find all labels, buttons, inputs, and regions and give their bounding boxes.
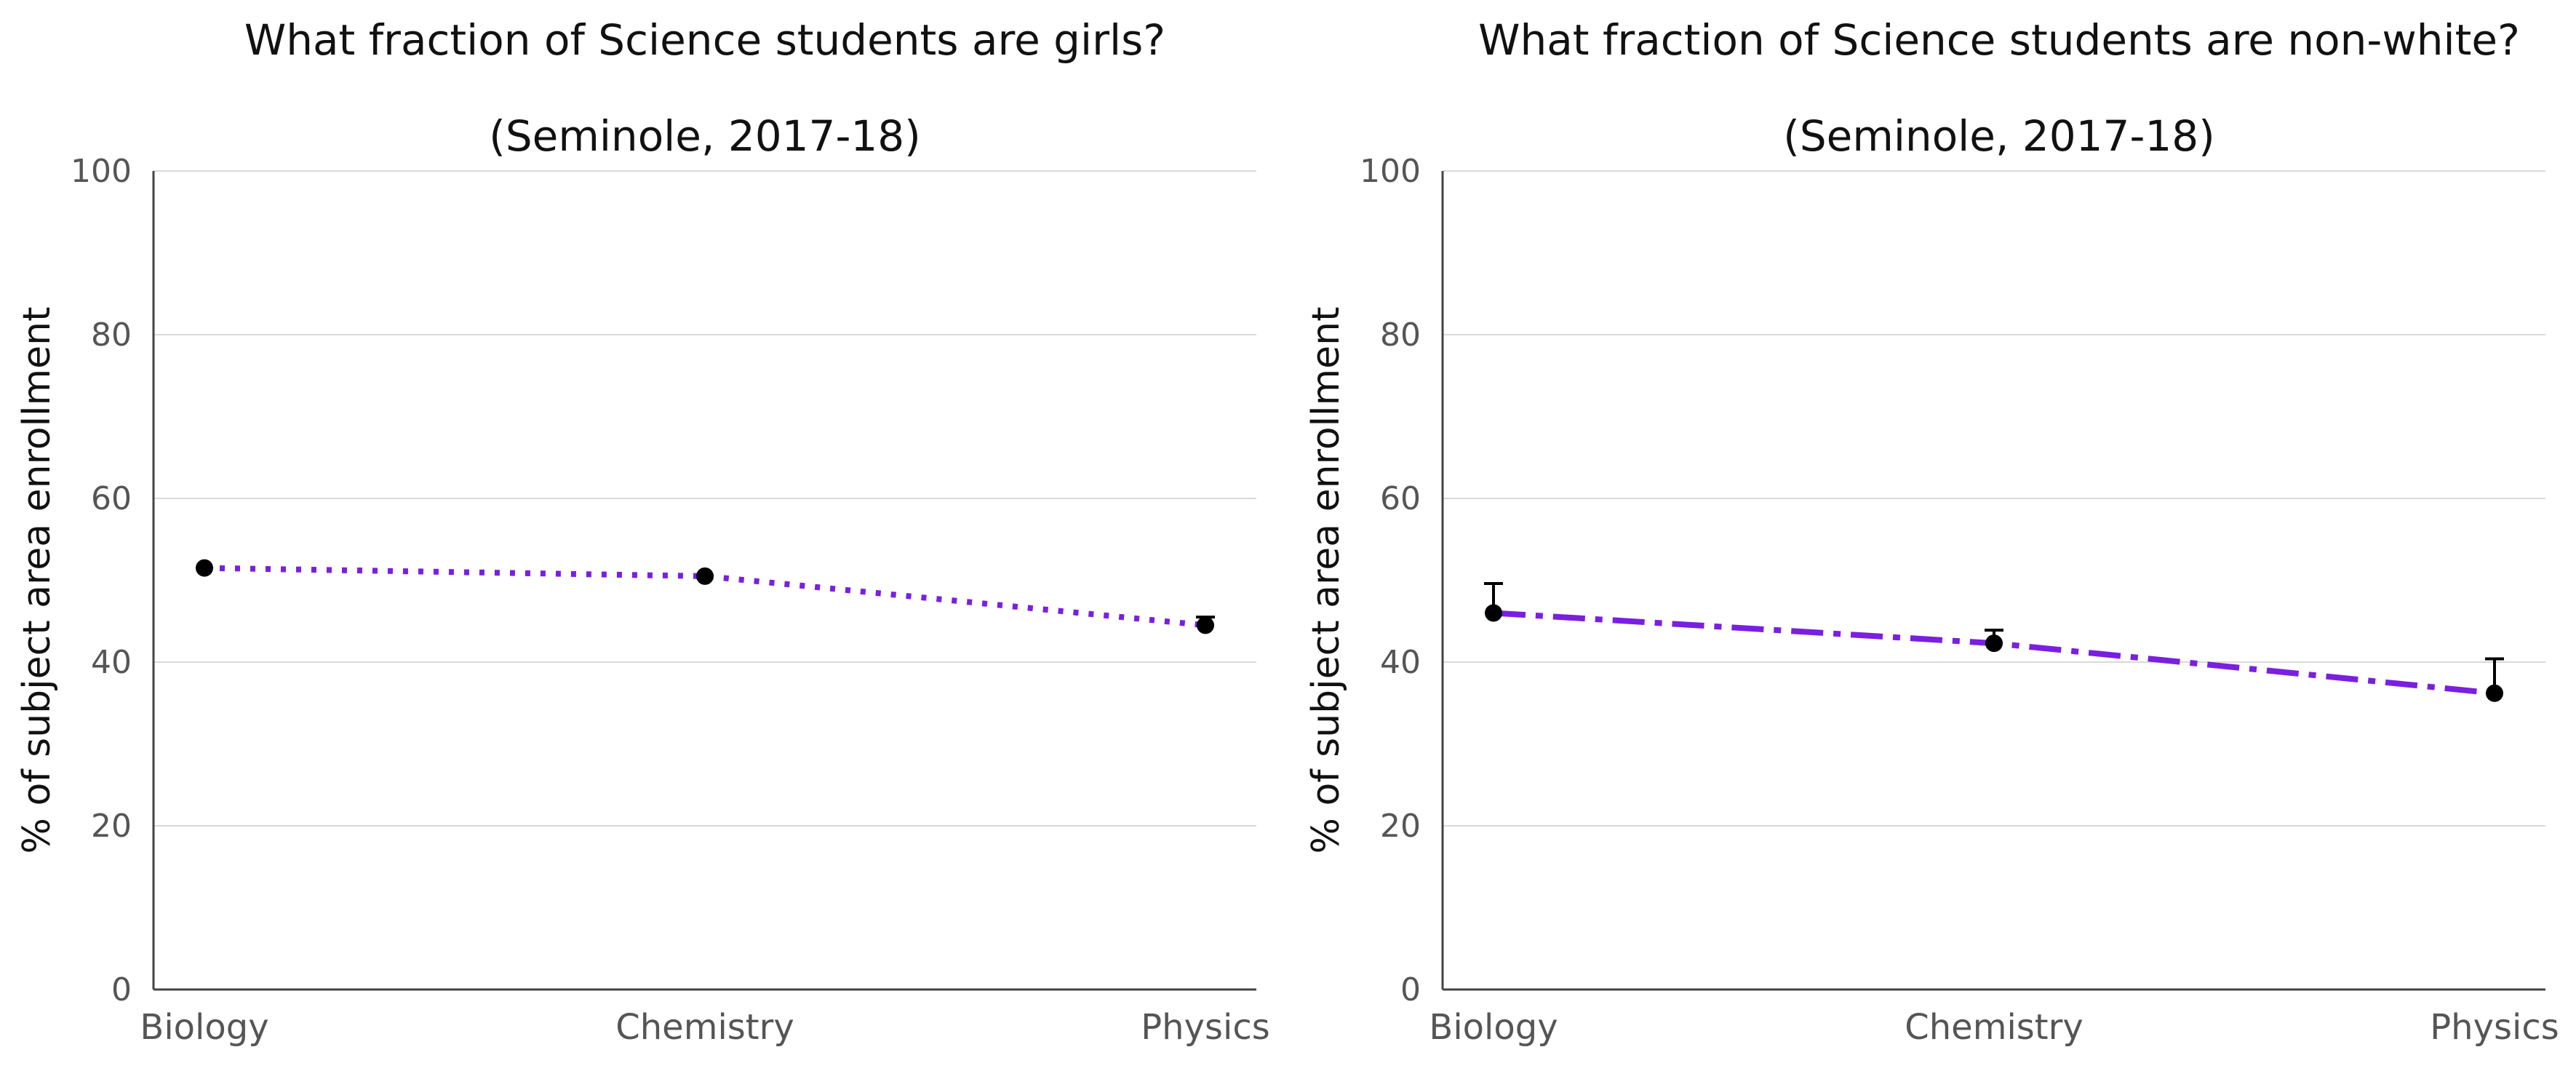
x-tick-label: Biology bbox=[1429, 1007, 1558, 1048]
y-tick-label: 100 bbox=[1360, 153, 1421, 190]
chart-title: What fraction of Science students are gi… bbox=[244, 15, 1165, 65]
x-tick-label: Physics bbox=[2430, 1007, 2559, 1048]
y-tick-label: 0 bbox=[111, 971, 132, 1008]
chart-title: What fraction of Science students are no… bbox=[1478, 15, 2520, 65]
y-tick-label: 60 bbox=[1380, 480, 1421, 517]
y-tick-label: 60 bbox=[91, 480, 132, 517]
series-line bbox=[1493, 610, 2495, 696]
data-point bbox=[2486, 684, 2503, 702]
x-tick-label: Chemistry bbox=[1905, 1007, 2083, 1048]
data-point bbox=[1985, 634, 2003, 653]
y-tick-label: 100 bbox=[71, 153, 132, 190]
data-point bbox=[196, 559, 213, 577]
data-point bbox=[1485, 604, 1502, 622]
x-tick-label: Biology bbox=[140, 1007, 268, 1048]
x-tick-label: Physics bbox=[1141, 1007, 1270, 1048]
data-point bbox=[696, 567, 714, 585]
y-axis-label: % of subject area enrollment bbox=[1304, 307, 1348, 854]
chart-subtitle: (Seminole, 2017-18) bbox=[1783, 111, 2215, 161]
data-point bbox=[1197, 616, 1214, 634]
chart-panel-2: What fraction of Science students are no… bbox=[1304, 15, 2559, 1048]
y-tick-label: 40 bbox=[91, 644, 132, 681]
chart-subtitle: (Seminole, 2017-18) bbox=[489, 111, 921, 161]
y-tick-label: 80 bbox=[1380, 316, 1421, 354]
y-tick-label: 20 bbox=[91, 808, 132, 845]
x-tick-label: Chemistry bbox=[615, 1007, 794, 1048]
chart-panel-1: What fraction of Science students are gi… bbox=[15, 15, 1270, 1048]
y-axis-label: % of subject area enrollment bbox=[15, 307, 59, 854]
y-tick-label: 80 bbox=[91, 316, 132, 354]
y-tick-label: 0 bbox=[1400, 971, 1421, 1008]
y-tick-label: 40 bbox=[1380, 644, 1421, 681]
y-tick-label: 20 bbox=[1380, 808, 1421, 845]
